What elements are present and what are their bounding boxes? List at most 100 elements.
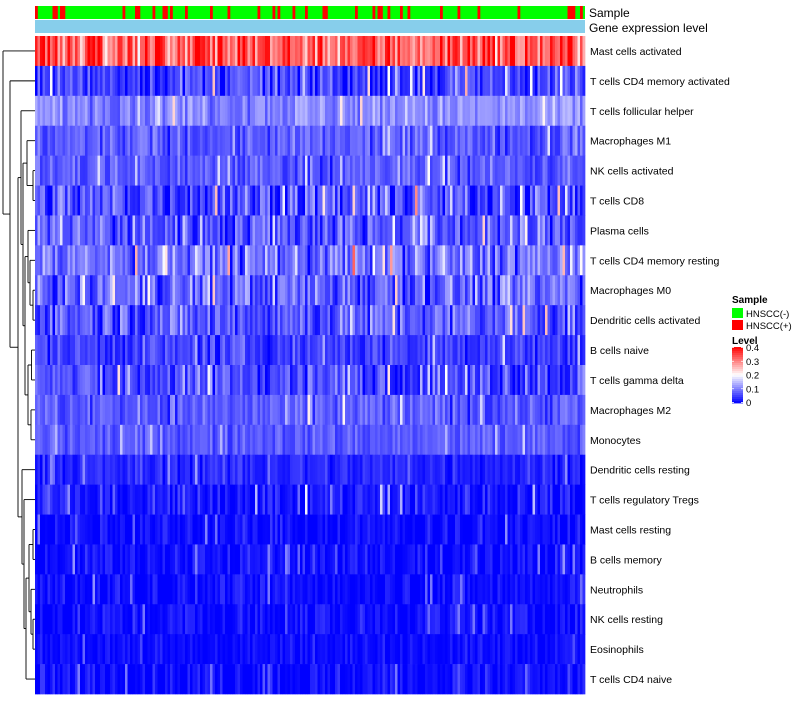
heatmap-cell	[280, 305, 283, 335]
heatmap-cell	[273, 156, 276, 186]
heatmap-cell	[583, 395, 586, 425]
heatmap-cell	[583, 664, 586, 694]
heatmap-cell	[533, 66, 536, 96]
heatmap-cell	[155, 544, 158, 574]
heatmap-cell	[280, 66, 283, 96]
heatmap-cell	[195, 395, 198, 425]
heatmap-cell	[40, 66, 43, 96]
heatmap-cell	[123, 425, 126, 455]
heatmap-cell	[48, 544, 51, 574]
heatmap-cell	[343, 544, 346, 574]
heatmap-cell	[543, 574, 546, 604]
heatmap-cell	[88, 126, 91, 156]
heatmap-cell	[468, 96, 471, 126]
heatmap-cell	[108, 395, 111, 425]
heatmap-cell	[243, 425, 246, 455]
heatmap-cell	[483, 425, 486, 455]
heatmap-cell	[460, 544, 463, 574]
heatmap-cell	[238, 245, 241, 275]
heatmap-cell	[270, 544, 273, 574]
heatmap-cell	[358, 186, 361, 216]
heatmap-cell	[230, 215, 233, 245]
heatmap-cell	[488, 36, 491, 66]
heatmap-cell	[420, 215, 423, 245]
heatmap-cell	[483, 96, 486, 126]
heatmap-cell	[163, 634, 166, 664]
heatmap-cell	[180, 604, 183, 634]
heatmap-cell	[395, 335, 398, 365]
legend-item-hnscc-positive: HNSCC(+)	[746, 321, 792, 332]
heatmap-cell	[388, 186, 391, 216]
heatmap-cell	[443, 126, 446, 156]
heatmap-cell	[45, 515, 48, 545]
heatmap-cell	[353, 395, 356, 425]
heatmap-cell	[475, 245, 478, 275]
heatmap-cell	[83, 664, 86, 694]
heatmap-cell	[250, 485, 253, 515]
heatmap-cell	[538, 365, 541, 395]
heatmap-cell	[423, 126, 426, 156]
heatmap-cell	[575, 544, 578, 574]
heatmap-cell	[83, 66, 86, 96]
heatmap-cell	[218, 305, 221, 335]
heatmap-cell	[453, 66, 456, 96]
heatmap-cell	[185, 485, 188, 515]
heatmap-row	[35, 186, 585, 216]
heatmap-cell	[430, 455, 433, 485]
heatmap-cell	[190, 156, 193, 186]
heatmap-cell	[168, 544, 171, 574]
heatmap-cell	[485, 515, 488, 545]
row-label: B cells naive	[590, 345, 649, 357]
heatmap-cell	[90, 544, 93, 574]
heatmap-cell	[75, 664, 78, 694]
heatmap-cell	[165, 485, 168, 515]
heatmap-cell	[458, 485, 461, 515]
heatmap-cell	[478, 664, 481, 694]
heatmap-cell	[548, 544, 551, 574]
heatmap-cell	[63, 604, 66, 634]
heatmap-cell	[568, 335, 571, 365]
heatmap-cell	[275, 395, 278, 425]
heatmap-cell	[38, 664, 41, 694]
heatmap-cell	[433, 275, 436, 305]
heatmap-cell	[373, 485, 376, 515]
heatmap-cell	[328, 275, 331, 305]
heatmap-cell	[148, 66, 151, 96]
heatmap-cell	[188, 335, 191, 365]
heatmap-cell	[350, 156, 353, 186]
heatmap-cell	[233, 245, 236, 275]
heatmap-cell	[365, 365, 368, 395]
heatmap-cell	[575, 515, 578, 545]
heatmap-cell	[305, 215, 308, 245]
heatmap-cell	[153, 664, 156, 694]
heatmap-cell	[93, 36, 96, 66]
heatmap-cell	[538, 96, 541, 126]
heatmap-cell	[488, 305, 491, 335]
heatmap-cell	[38, 395, 41, 425]
heatmap-cell	[475, 36, 478, 66]
heatmap-cell	[295, 395, 298, 425]
heatmap-cell	[103, 275, 106, 305]
heatmap-cell	[155, 515, 158, 545]
heatmap-cell	[288, 156, 291, 186]
heatmap-cell	[478, 96, 481, 126]
heatmap-cell	[125, 96, 128, 126]
heatmap-cell	[58, 634, 61, 664]
heatmap-cell	[498, 604, 501, 634]
heatmap-cell	[478, 245, 481, 275]
heatmap-cell	[543, 96, 546, 126]
heatmap-cell	[278, 395, 281, 425]
heatmap-cell	[465, 455, 468, 485]
heatmap-cell	[130, 186, 133, 216]
heatmap-cell	[375, 634, 378, 664]
heatmap-cell	[415, 395, 418, 425]
heatmap-cell	[365, 604, 368, 634]
heatmap-cell	[540, 515, 543, 545]
heatmap-cell	[418, 365, 421, 395]
heatmap-cell	[570, 634, 573, 664]
heatmap-cell	[40, 574, 43, 604]
heatmap-cell	[355, 544, 358, 574]
heatmap-cell	[313, 395, 316, 425]
heatmap-cell	[133, 245, 136, 275]
heatmap-cell	[128, 365, 131, 395]
